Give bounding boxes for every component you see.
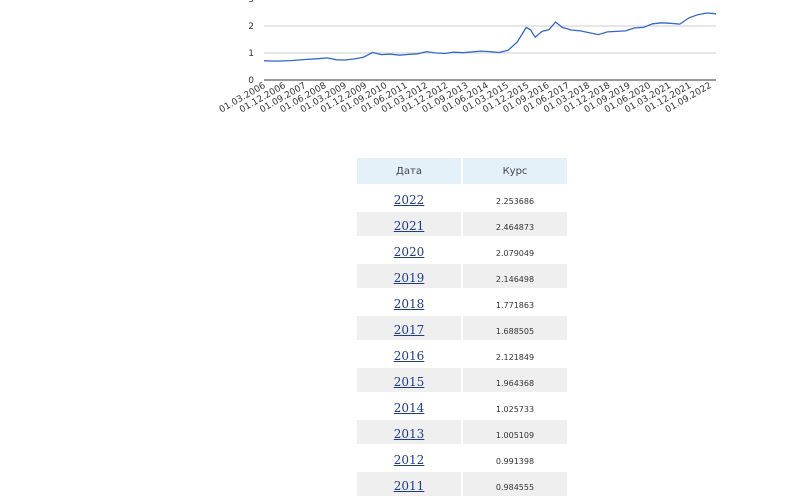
year-cell: 2011 <box>357 472 461 496</box>
year-link[interactable]: 2012 <box>393 452 425 467</box>
rate-value: 2.079049 <box>495 248 535 258</box>
rate-value: 1.771863 <box>495 300 535 310</box>
y-tick-label: 2 <box>248 22 254 32</box>
year-link[interactable]: 2011 <box>393 478 425 493</box>
year-cell: 2014 <box>357 394 461 418</box>
table-row: 2016 2.121849 <box>357 342 567 366</box>
year-cell: 2021 <box>357 212 461 236</box>
year-cell: 2022 <box>357 186 461 210</box>
table-row: 2022 2.253686 <box>357 186 567 210</box>
table-row: 2018 1.771863 <box>357 290 567 314</box>
year-link[interactable]: 2015 <box>393 374 425 389</box>
table-row: 2011 0.984555 <box>357 472 567 496</box>
year-link[interactable]: 2013 <box>393 426 425 441</box>
table-row: 2013 1.005109 <box>357 420 567 444</box>
year-link[interactable]: 2019 <box>393 270 425 285</box>
year-link[interactable]: 2022 <box>393 192 425 207</box>
table-row: 2019 2.146498 <box>357 264 567 288</box>
y-tick-label: 1 <box>248 49 254 59</box>
year-cell: 2012 <box>357 446 461 470</box>
rate-cell: 1.025733 <box>463 394 567 418</box>
year-cell: 2017 <box>357 316 461 340</box>
year-link[interactable]: 2018 <box>393 296 425 311</box>
rate-cell: 1.005109 <box>463 420 567 444</box>
rate-cell: 2.253686 <box>463 186 567 210</box>
table-row: 2021 2.464873 <box>357 212 567 236</box>
year-link[interactable]: 2016 <box>393 348 425 363</box>
year-cell: 2013 <box>357 420 461 444</box>
y-tick-label: 3 <box>248 0 254 5</box>
rate-cell: 2.464873 <box>463 212 567 236</box>
series-line <box>264 12 716 62</box>
table-row: 2012 0.991398 <box>357 446 567 470</box>
rate-value: 1.025733 <box>495 404 535 414</box>
rate-chart: 0 1 2 3 01.03.2006 01.12.2006 01.09.2007 01.06.… <box>0 0 800 125</box>
table-row: 2017 1.688505 <box>357 316 567 340</box>
year-link[interactable]: 2017 <box>393 322 425 337</box>
rate-value: 0.984555 <box>495 482 535 492</box>
rate-cell: 0.991398 <box>463 446 567 470</box>
table-row: 2020 2.079049 <box>357 238 567 262</box>
rate-cell: 1.771863 <box>463 290 567 314</box>
date-column-header: Дата <box>357 158 461 184</box>
rate-column-header: Курс <box>463 158 567 184</box>
year-cell: 2015 <box>357 368 461 392</box>
rate-value: 1.688505 <box>495 326 535 336</box>
rates-table-body: 2022 2.253686 2021 2.464873 2020 2.07904… <box>357 186 567 496</box>
table-row: 2014 1.025733 <box>357 394 567 418</box>
year-link[interactable]: 2020 <box>393 244 425 259</box>
year-cell: 2016 <box>357 342 461 366</box>
rate-cell: 2.079049 <box>463 238 567 262</box>
year-link[interactable]: 2021 <box>393 218 425 233</box>
rate-value: 2.146498 <box>495 274 535 284</box>
rate-value: 0.991398 <box>495 456 535 466</box>
table-header-row: Дата Курс <box>357 158 567 184</box>
rate-value: 1.005109 <box>495 430 535 440</box>
rate-cell: 2.121849 <box>463 342 567 366</box>
rate-value: 1.964368 <box>495 378 535 388</box>
rate-value: 2.121849 <box>495 352 535 362</box>
year-cell: 2020 <box>357 238 461 262</box>
rate-cell: 1.688505 <box>463 316 567 340</box>
rate-value: 2.464873 <box>495 222 535 232</box>
rate-cell: 0.984555 <box>463 472 567 496</box>
rates-table: Дата Курс 2022 2.253686 2021 2.464873 20… <box>355 156 569 498</box>
table-row: 2015 1.964368 <box>357 368 567 392</box>
rate-value: 2.253686 <box>495 196 535 206</box>
rate-cell: 1.964368 <box>463 368 567 392</box>
year-cell: 2018 <box>357 290 461 314</box>
year-link[interactable]: 2014 <box>393 400 425 415</box>
y-tick-label: 0 <box>248 76 254 86</box>
year-cell: 2019 <box>357 264 461 288</box>
rate-cell: 2.146498 <box>463 264 567 288</box>
rate-chart-svg: 012301.03.200601.12.200601.09.200701.06.… <box>218 0 716 115</box>
